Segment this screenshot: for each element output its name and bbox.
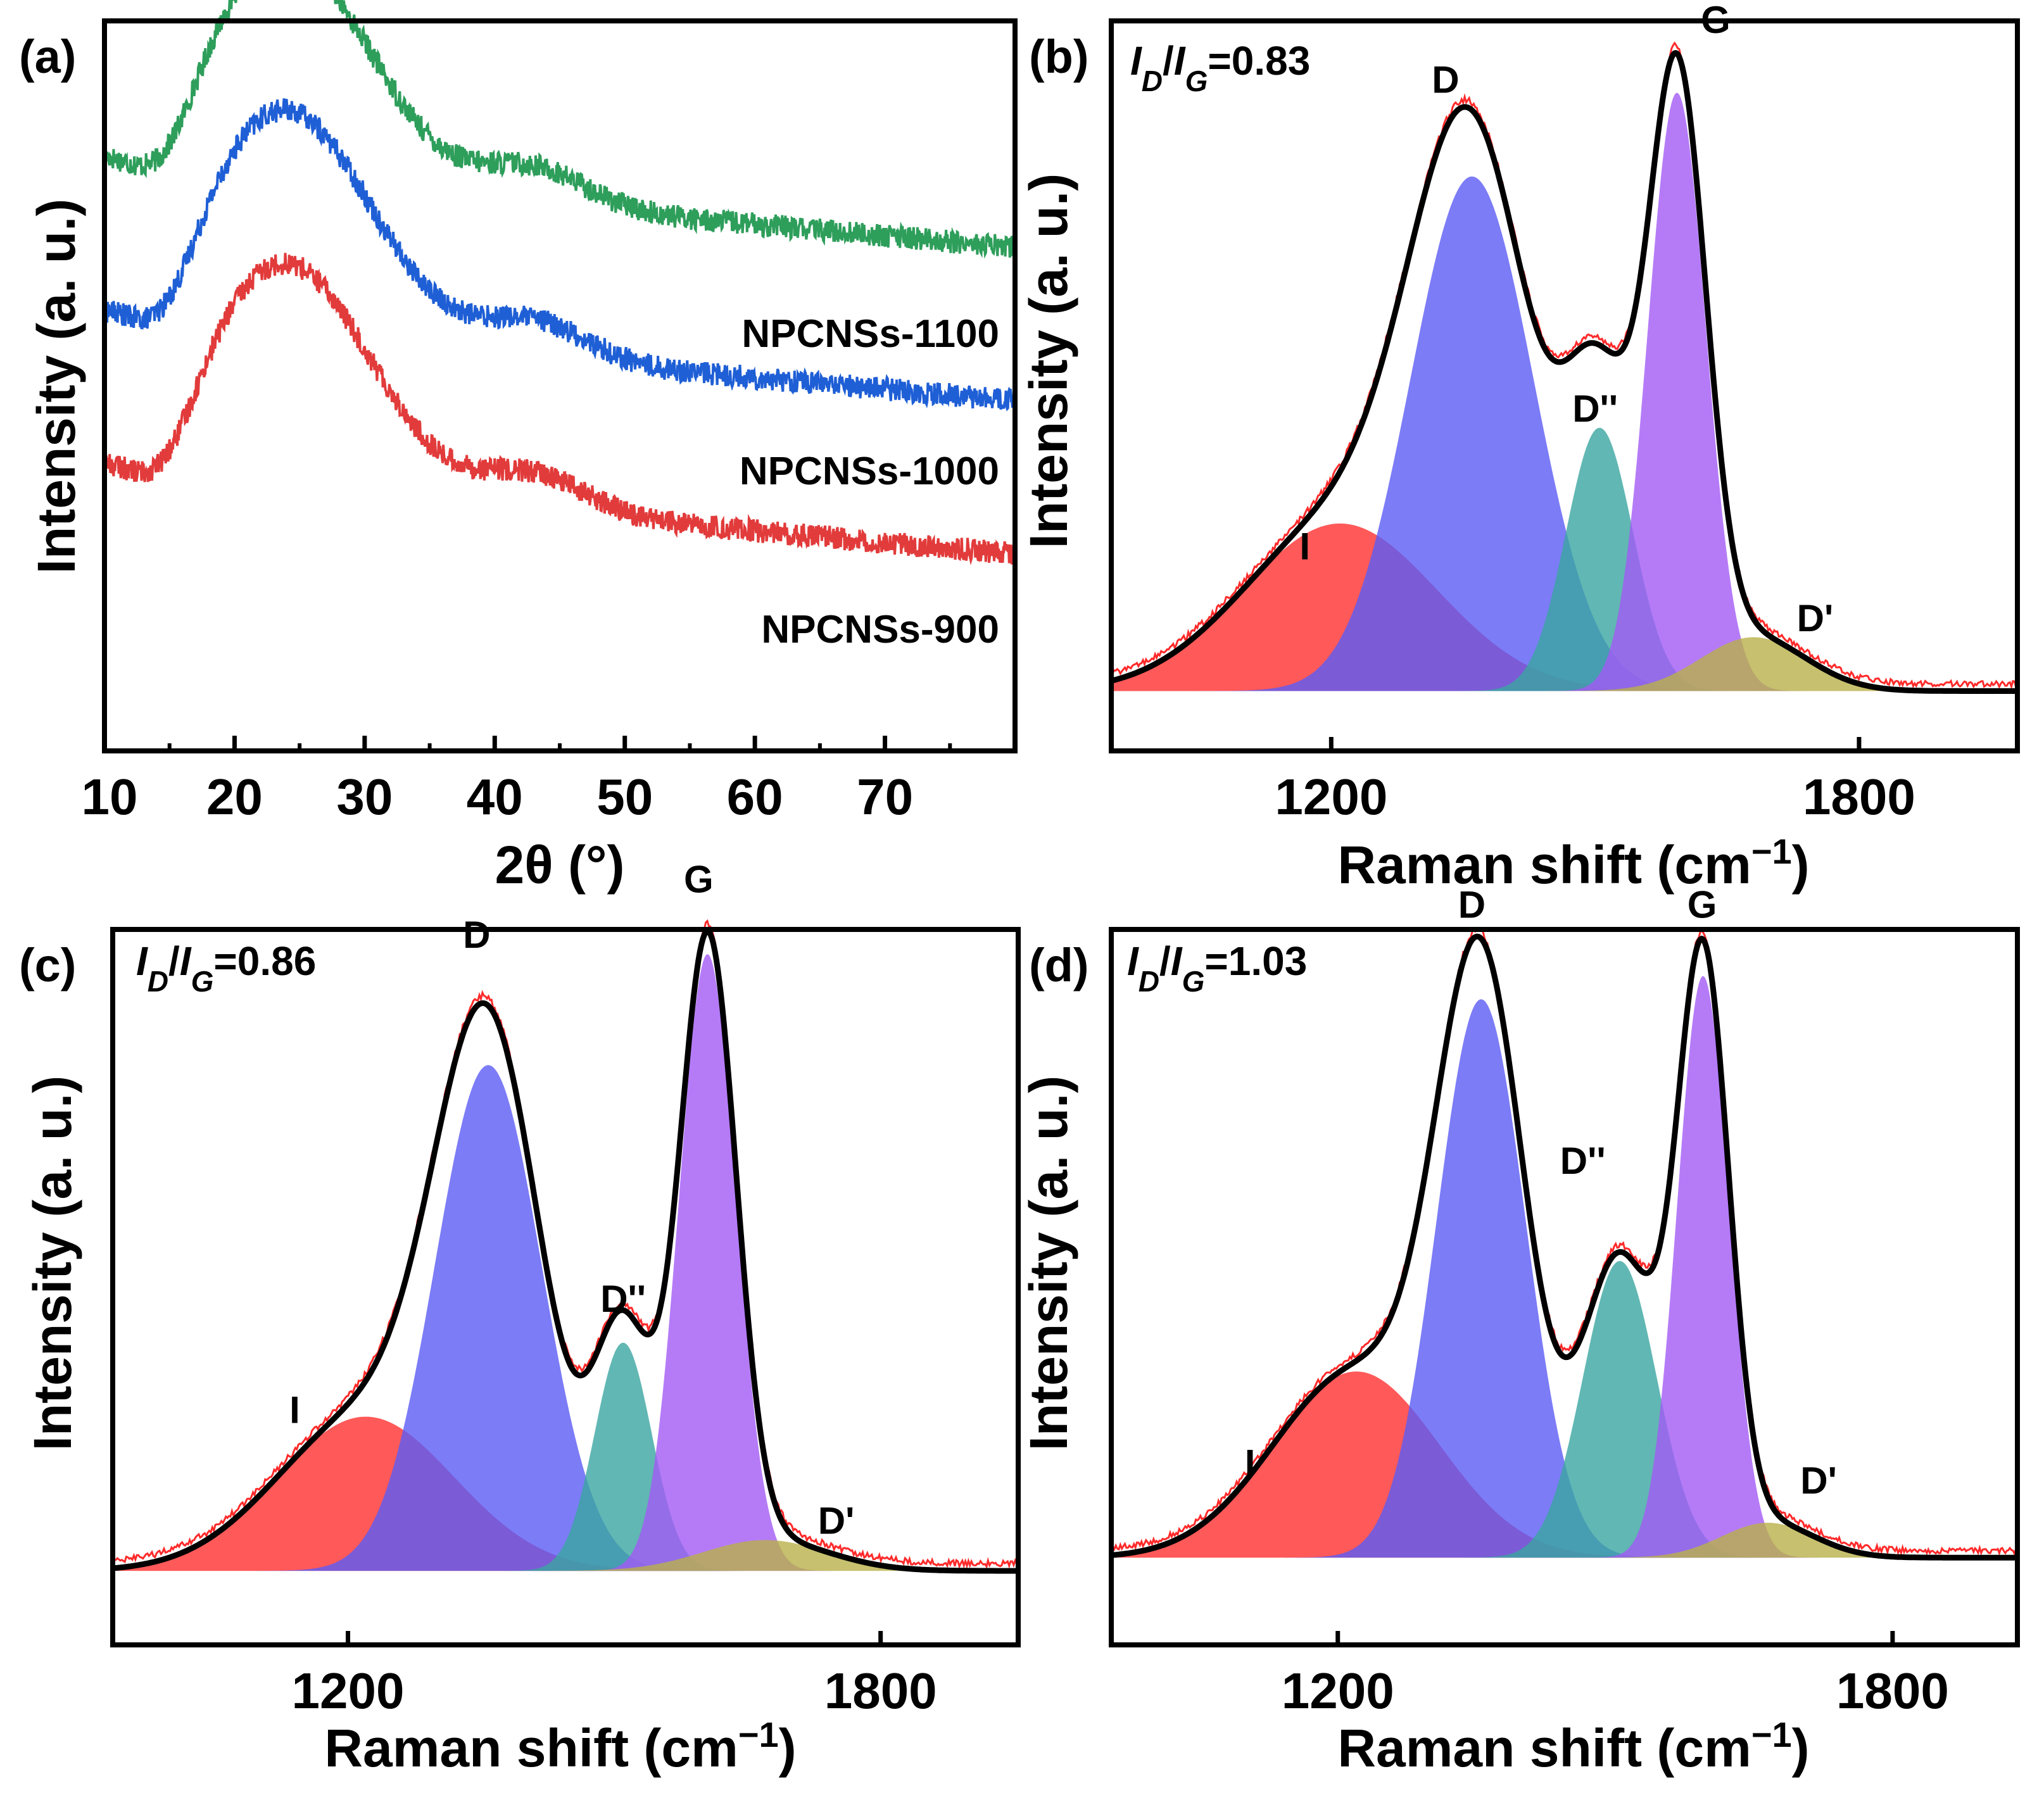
panel-a-ylabel: Intensity (a. u.) [27,199,86,574]
panel-d-frame [1109,927,2020,1647]
panel-d-ylabel: Intensity (a. u.) [1019,1076,1078,1451]
ratio-value: =0.83 [1208,38,1310,84]
series-line-1 [103,98,1016,412]
x-tick-label-0: 10 [82,769,138,825]
envelope-line [1109,933,2019,1561]
ratio-value: =1.03 [1204,938,1307,984]
peak-label-4: D' [1800,1459,1837,1502]
panel-d-label: (d) [1029,939,1089,991]
xlabel-main: Raman shift (cm [1337,1718,1751,1778]
panel-c-xlabel: Raman shift (cm−1) [324,1715,796,1778]
peak-label-1: D [463,914,490,956]
fit-line [1110,41,2019,690]
peak-0 [113,1416,1018,1571]
xlabel-sup: −1 [738,1715,779,1754]
x-tick-label-0: 1200 [292,1663,405,1719]
x-tick-label-0: 1200 [1275,769,1387,825]
series-line-0 [103,0,1016,259]
peak-label-0: I [1245,1442,1256,1485]
panel-a: (a) Intensity (a. u.) 2θ (°) NPCNSs-1100 NPC… [19,0,1018,895]
peak-label-1: D [1432,58,1459,101]
panel-b-label: (b) [1029,30,1089,83]
ratio-label: ID/IG=0.83 [1130,38,1310,98]
peak-label-4: D' [818,1500,855,1542]
ratio-label: ID/IG=0.86 [136,938,316,998]
x-tick-label-4: 50 [596,769,653,825]
peak-label-2: D'' [1560,1140,1606,1182]
peak-4 [1111,1523,2017,1558]
panel-c-label: (c) [19,939,76,991]
xlabel-sup: −1 [1751,1715,1792,1754]
series-label-1: NPCNSs-1000 [740,450,999,493]
panel-c-ylabel: Intensity (a. u.) [23,1076,82,1451]
x-tick-label-1: 1800 [1803,769,1915,825]
xlabel-main: Raman shift (cm [324,1718,738,1778]
envelope-line [111,928,1020,1574]
panel-c: I D D'' G D' 1200 1800 (c) ID/IG=0.86 Intensity (… [19,859,1021,1778]
x-tick-label-1: 1800 [1836,1663,1949,1719]
xlabel-end: ) [1792,835,1810,895]
peak-label-1: D [1458,884,1486,926]
x-tick-label-1: 20 [206,769,263,825]
peak-0 [1111,1371,2017,1558]
peak-2 [1111,1261,2017,1558]
peak-4 [113,1540,1018,1571]
panel-d: I D D'' G D' 1200 1800 (d) ID/IG=1.03 Intensity (… [1019,884,2020,1778]
x-tick-label-6: 70 [857,769,913,825]
x-tick-label-2: 30 [336,769,393,825]
panel-b-ylabel: Intensity (a. u.) [1019,173,1078,549]
peak-label-4: D' [1797,597,1834,639]
peak-label-2: D'' [600,1278,646,1320]
peak-1 [113,1065,1018,1571]
xlabel-end: ) [1792,1718,1810,1778]
xlabel-end: ) [779,1718,797,1778]
x-tick-label-1: 1800 [824,1663,937,1719]
series-line-2 [103,253,1016,565]
fit-line [1110,926,2018,1556]
ratio-label: ID/IG=1.03 [1127,938,1307,998]
peak-label-3: G [684,859,714,901]
panel-a-label: (a) [19,30,76,83]
panel-b-xlabel: Raman shift (cm−1) [1337,831,1809,895]
peak-label-2: D'' [1572,387,1618,430]
ratio-value: =0.86 [213,938,316,984]
peak-label-0: I [1299,526,1310,568]
panel-c-frame [110,927,1021,1647]
peak-2 [1111,427,2017,691]
panel-d-xlabel: Raman shift (cm−1) [1337,1715,1809,1778]
x-tick-label-0: 1200 [1282,1663,1394,1719]
panel-a-xlabel: 2θ (°) [495,835,625,895]
panel-b-frame [1109,18,2020,753]
xlabel-main: Raman shift (cm [1337,835,1751,895]
envelope-line [1109,50,2019,694]
peak-label-3: G [1688,884,1717,926]
x-tick-label-3: 40 [467,769,523,825]
xlabel-sup: −1 [1751,831,1792,871]
series-label-0: NPCNSs-1100 [741,312,999,356]
series-label-2: NPCNSs-900 [761,608,999,651]
peak-label-0: I [289,1388,300,1431]
x-tick-label-5: 60 [727,769,783,825]
